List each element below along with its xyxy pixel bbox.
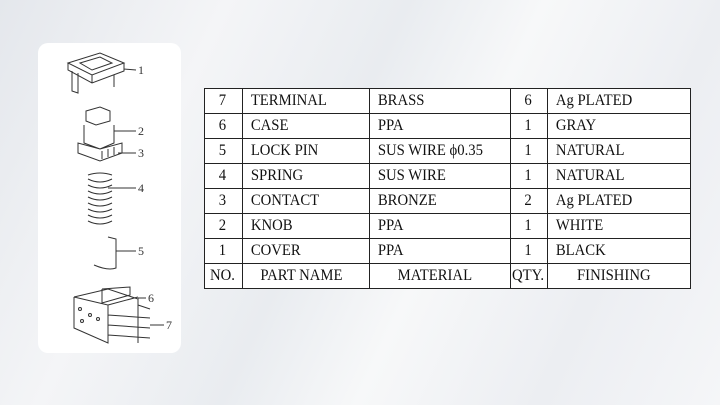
header-material: MATERIAL bbox=[369, 263, 500, 289]
exploded-view-drawing: 1 2 3 4 5 6 7 bbox=[66, 52, 172, 344]
cell-qty: 6 bbox=[510, 88, 546, 114]
header-no: NO. bbox=[204, 263, 240, 289]
cell-part-name: SPRING bbox=[242, 163, 360, 189]
cell-material: BRONZE bbox=[369, 188, 500, 214]
table-row: 1 COVER PPA 1 BLACK bbox=[204, 238, 691, 264]
cell-finishing: Ag PLATED bbox=[547, 188, 680, 214]
table-row: 5 LOCK PIN SUS WIRE ϕ0.35 1 NATURAL bbox=[204, 138, 691, 164]
table-row: 3 CONTACT BRONZE 2 Ag PLATED bbox=[204, 188, 691, 214]
cell-material: PPA bbox=[369, 213, 500, 239]
cell-material: SUS WIRE bbox=[369, 163, 500, 189]
callout-5: 5 bbox=[138, 244, 144, 258]
cell-material: SUS WIRE ϕ0.35 bbox=[369, 138, 500, 164]
table-row: 4 SPRING SUS WIRE 1 NATURAL bbox=[204, 163, 691, 189]
cell-finishing: NATURAL bbox=[547, 163, 680, 189]
cell-material: BRASS bbox=[369, 88, 500, 114]
table-row: 2 KNOB PPA 1 WHITE bbox=[204, 213, 691, 239]
cell-no: 1 bbox=[204, 238, 240, 264]
cell-no: 4 bbox=[204, 163, 240, 189]
callout-4: 4 bbox=[138, 181, 144, 195]
cell-no: 6 bbox=[204, 113, 240, 139]
cell-finishing: WHITE bbox=[547, 213, 680, 239]
header-part-name: PART NAME bbox=[242, 263, 360, 289]
cell-finishing: GRAY bbox=[547, 113, 680, 139]
cell-no: 2 bbox=[204, 213, 240, 239]
table-header-row: NO. PART NAME MATERIAL QTY. FINISHING bbox=[204, 263, 691, 289]
cell-part-name: COVER bbox=[242, 238, 360, 264]
cell-qty: 1 bbox=[510, 138, 546, 164]
cell-qty: 1 bbox=[510, 238, 546, 264]
callout-7: 7 bbox=[166, 318, 172, 332]
cell-part-name: TERMINAL bbox=[242, 88, 360, 114]
cell-no: 3 bbox=[204, 188, 240, 214]
cell-no: 5 bbox=[204, 138, 240, 164]
header-finishing: FINISHING bbox=[547, 263, 680, 289]
cell-finishing: Ag PLATED bbox=[547, 88, 680, 114]
cell-no: 7 bbox=[204, 88, 240, 114]
table-row: 6 CASE PPA 1 GRAY bbox=[204, 113, 691, 139]
cell-finishing: NATURAL bbox=[547, 138, 680, 164]
exploded-view-card: 1 2 3 4 5 6 7 bbox=[38, 43, 181, 353]
callout-2: 2 bbox=[138, 124, 144, 138]
cell-part-name: CONTACT bbox=[242, 188, 360, 214]
cell-qty: 2 bbox=[510, 188, 546, 214]
cell-part-name: KNOB bbox=[242, 213, 360, 239]
callout-6: 6 bbox=[148, 291, 154, 305]
cell-material: PPA bbox=[369, 113, 500, 139]
header-qty: QTY. bbox=[510, 263, 546, 289]
cell-finishing: BLACK bbox=[547, 238, 680, 264]
table-row: 7 TERMINAL BRASS 6 Ag PLATED bbox=[204, 88, 691, 114]
callout-3: 3 bbox=[138, 146, 144, 160]
callout-1: 1 bbox=[138, 63, 144, 77]
cell-material: PPA bbox=[369, 238, 500, 264]
parts-list-table: 7 TERMINAL BRASS 6 Ag PLATED 6 CASE PPA 1 GRAY 5 LO… bbox=[204, 88, 691, 289]
cell-qty: 1 bbox=[510, 113, 546, 139]
cell-part-name: LOCK PIN bbox=[242, 138, 360, 164]
cell-qty: 1 bbox=[510, 163, 546, 189]
cell-part-name: CASE bbox=[242, 113, 360, 139]
cell-qty: 1 bbox=[510, 213, 546, 239]
